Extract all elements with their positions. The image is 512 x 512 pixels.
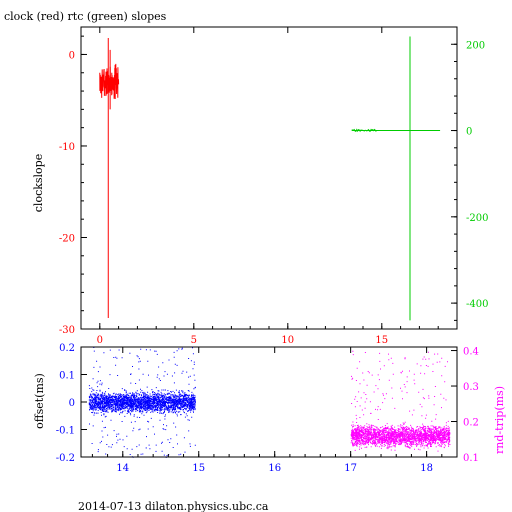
bottom-plot-frame (80, 346, 458, 458)
top-x-tick-label: 0 (97, 335, 103, 346)
bottom-x-tick-label: 18 (420, 463, 433, 474)
bottom-left-tick-label: 0.2 (59, 343, 75, 354)
top-right-tick-label: 0 (466, 127, 472, 138)
bottom-x-tick-label: 17 (344, 463, 357, 474)
series-offset (88, 347, 196, 458)
bottom-right-ticks: 0.4 0.3 0.2 0.1 (451, 347, 479, 464)
top-left-tick-label: -10 (59, 142, 75, 153)
bottom-right-tick-label: 0.2 (463, 418, 479, 429)
offset-rndtrip-chart: offset(ms) rnd-trip(ms) 14 15 16 17 18 0.20.… (33, 343, 506, 474)
series-clock (99, 37, 120, 319)
clock-noise-line (99, 63, 120, 100)
top-left-tick-label: -20 (59, 233, 75, 244)
top-plot-frame (80, 26, 458, 330)
bottom-left-tick-label: 0 (69, 398, 75, 409)
offset-points (88, 347, 196, 458)
top-right-tick-label: -200 (466, 213, 488, 224)
clock-slope-chart: clockslope 0 5 10 15 0 -10 -20 -30 200 0 -200 -40… (32, 26, 488, 346)
top-left-axis-label: clockslope (32, 154, 45, 212)
bottom-x-ticks: 14 15 16 17 18 (91, 347, 443, 474)
top-x-tick-label: 5 (191, 335, 197, 346)
footer-caption: 2014-07-13 dilaton.physics.ubc.ca (78, 500, 269, 512)
rnd-trip-points (350, 350, 451, 452)
bottom-x-tick-label: 16 (268, 463, 281, 474)
top-left-tick-label: -30 (59, 325, 75, 336)
bottom-x-tick-label: 15 (192, 463, 205, 474)
top-left-tick-label: 0 (69, 50, 75, 61)
series-rnd-trip (350, 350, 451, 452)
bottom-right-tick-label: 0.3 (463, 382, 479, 393)
top-right-tick-label: -400 (466, 299, 488, 310)
series-rtc (351, 36, 441, 321)
figure-title: clock (red) rtc (green) slopes (4, 10, 167, 23)
bottom-right-tick-label: 0.1 (463, 453, 479, 464)
bottom-x-tick-label: 14 (116, 463, 129, 474)
bottom-left-ticks: 0.2 0.1 0 -0.1 -0.2 (56, 343, 87, 464)
top-x-tick-label: 15 (375, 335, 388, 346)
bottom-left-tick-label: 0.1 (59, 371, 75, 382)
bottom-left-axis-label: offset(ms) (33, 373, 46, 429)
rtc-jitter-line (351, 128, 377, 133)
bottom-right-axis-label: rnd-trip(ms) (493, 386, 506, 454)
bottom-left-tick-label: -0.1 (56, 426, 75, 437)
bottom-right-tick-label: 0.4 (463, 347, 479, 358)
bottom-left-tick-label: -0.2 (56, 453, 75, 464)
top-x-tick-label: 10 (281, 335, 294, 346)
top-right-tick-label: 200 (466, 40, 485, 51)
